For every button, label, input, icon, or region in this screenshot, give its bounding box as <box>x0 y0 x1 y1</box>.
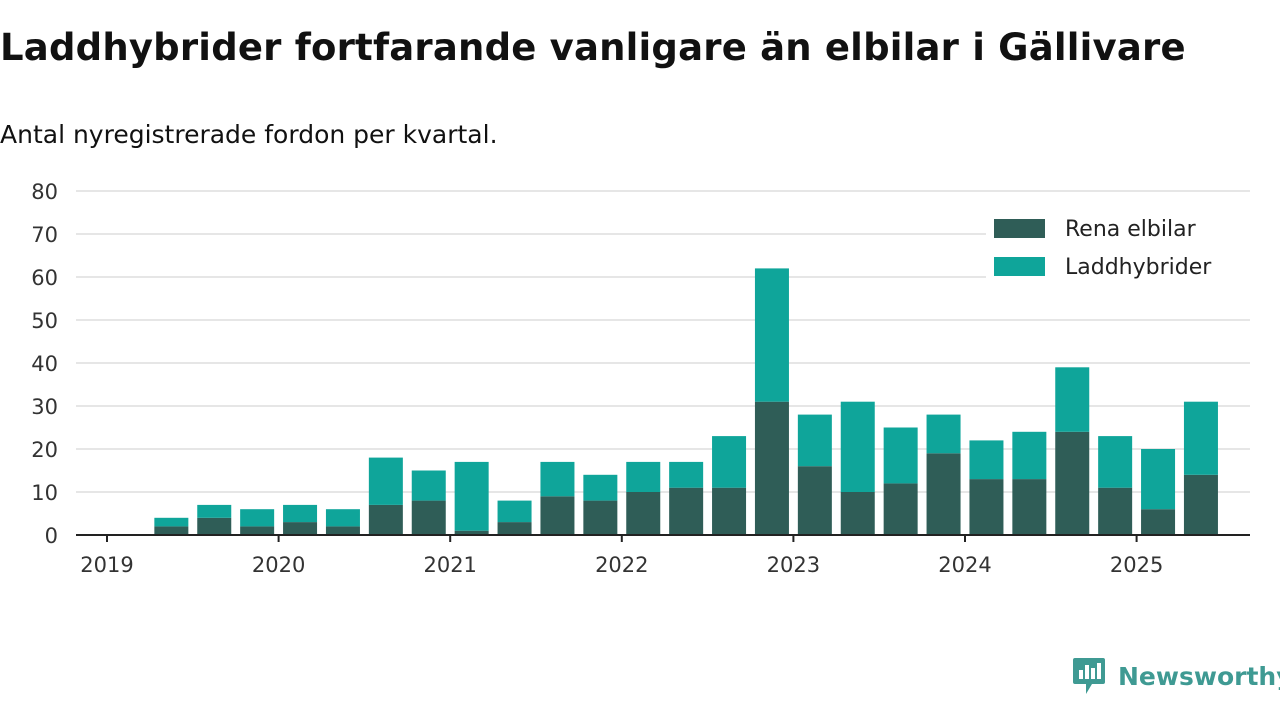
bar-laddhybrider <box>754 268 789 402</box>
bar-rena-elbilar <box>540 496 575 535</box>
stacked-bar-chart: 0 10 20 30 40 50 60 70 80 2019 2020 2021 2022 2023 202… <box>31 180 1250 577</box>
gridlines <box>76 190 1250 493</box>
bar-laddhybrider <box>1055 367 1090 432</box>
bar-laddhybrider <box>797 414 832 467</box>
bar-rena-elbilar <box>926 453 961 535</box>
bar-rena-elbilar <box>368 504 403 535</box>
bar-rena-elbilar <box>197 517 232 535</box>
bar-rena-elbilar <box>712 487 747 535</box>
bar-rena-elbilar <box>754 401 789 535</box>
y-tick-label: 10 <box>31 481 58 505</box>
bar-laddhybrider <box>368 457 403 505</box>
bar-rena-elbilar <box>1098 487 1133 535</box>
bars <box>154 268 1218 535</box>
x-tick-label: 2021 <box>423 553 476 577</box>
bar-rena-elbilar <box>454 530 489 535</box>
bar-laddhybrider <box>1098 436 1133 488</box>
bar-rena-elbilar <box>411 500 446 535</box>
bar-laddhybrider <box>1012 431 1047 480</box>
newsworthy-logo: Newsworthy <box>1072 656 1280 696</box>
bar-laddhybrider <box>540 461 575 497</box>
x-tick-label: 2022 <box>595 553 648 577</box>
y-tick-label: 80 <box>31 180 58 204</box>
bar-laddhybrider <box>626 461 661 492</box>
bar-rena-elbilar <box>969 479 1004 535</box>
bar-rena-elbilar <box>1055 431 1090 535</box>
x-tick-label: 2019 <box>80 553 133 577</box>
legend-label-rena-elbilar: Rena elbilar <box>1065 217 1197 242</box>
y-tick-label: 40 <box>31 352 58 376</box>
legend: Rena elbilar Laddhybrider <box>986 208 1250 288</box>
bar-laddhybrider <box>712 436 747 488</box>
bar-rena-elbilar <box>1012 479 1047 535</box>
y-tick-label: 30 <box>31 395 58 419</box>
bar-rena-elbilar <box>797 466 832 535</box>
bar-rena-elbilar <box>626 492 661 535</box>
y-tick-label: 60 <box>31 266 58 290</box>
x-tick-label: 2024 <box>938 553 991 577</box>
bar-laddhybrider <box>883 427 918 484</box>
y-tick-label: 20 <box>31 438 58 462</box>
bar-rena-elbilar <box>1183 474 1218 535</box>
bar-rena-elbilar <box>325 526 360 535</box>
bar-laddhybrider <box>926 414 961 454</box>
bar-laddhybrider <box>411 470 446 501</box>
brand-name: Newsworthy <box>1118 661 1280 691</box>
bar-laddhybrider <box>583 474 618 501</box>
bar-laddhybrider <box>283 504 318 523</box>
bar-rena-elbilar <box>840 492 875 535</box>
bar-rena-elbilar <box>669 487 704 535</box>
axes: 0 10 20 30 40 50 60 70 80 2019 2020 2021 2022 2023 202… <box>31 180 1250 577</box>
chart-title: Laddhybrider fortfarande vanligare än el… <box>0 26 1186 69</box>
bar-rena-elbilar <box>883 483 918 535</box>
x-tick-label: 2020 <box>252 553 305 577</box>
bar-rena-elbilar <box>583 500 618 535</box>
chart-subtitle: Antal nyregistrerade fordon per kvartal. <box>0 120 498 149</box>
bar-laddhybrider <box>454 461 489 531</box>
bar-rena-elbilar <box>283 522 318 535</box>
bar-laddhybrider <box>154 517 189 527</box>
bar-laddhybrider <box>197 504 232 518</box>
bar-rena-elbilar <box>497 522 532 535</box>
y-tick-label: 50 <box>31 309 58 333</box>
y-tick-label: 70 <box>31 223 58 247</box>
legend-swatch-laddhybrider <box>994 257 1045 276</box>
bar-rena-elbilar <box>1141 509 1176 535</box>
legend-label-laddhybrider: Laddhybrider <box>1065 255 1212 280</box>
bar-laddhybrider <box>1141 449 1176 510</box>
bar-laddhybrider <box>497 500 532 523</box>
bar-laddhybrider <box>840 401 875 492</box>
y-tick-label: 0 <box>45 524 58 548</box>
bar-rena-elbilar <box>240 526 275 535</box>
bar-laddhybrider <box>1183 401 1218 475</box>
x-tick-label: 2023 <box>767 553 820 577</box>
bar-rena-elbilar <box>154 526 189 535</box>
bar-laddhybrider <box>969 440 1004 480</box>
bar-laddhybrider <box>325 509 360 527</box>
bar-laddhybrider <box>669 461 704 488</box>
x-tick-label: 2025 <box>1110 553 1163 577</box>
legend-swatch-rena-elbilar <box>994 219 1045 238</box>
newsworthy-icon <box>1073 658 1105 694</box>
bar-laddhybrider <box>240 509 275 527</box>
